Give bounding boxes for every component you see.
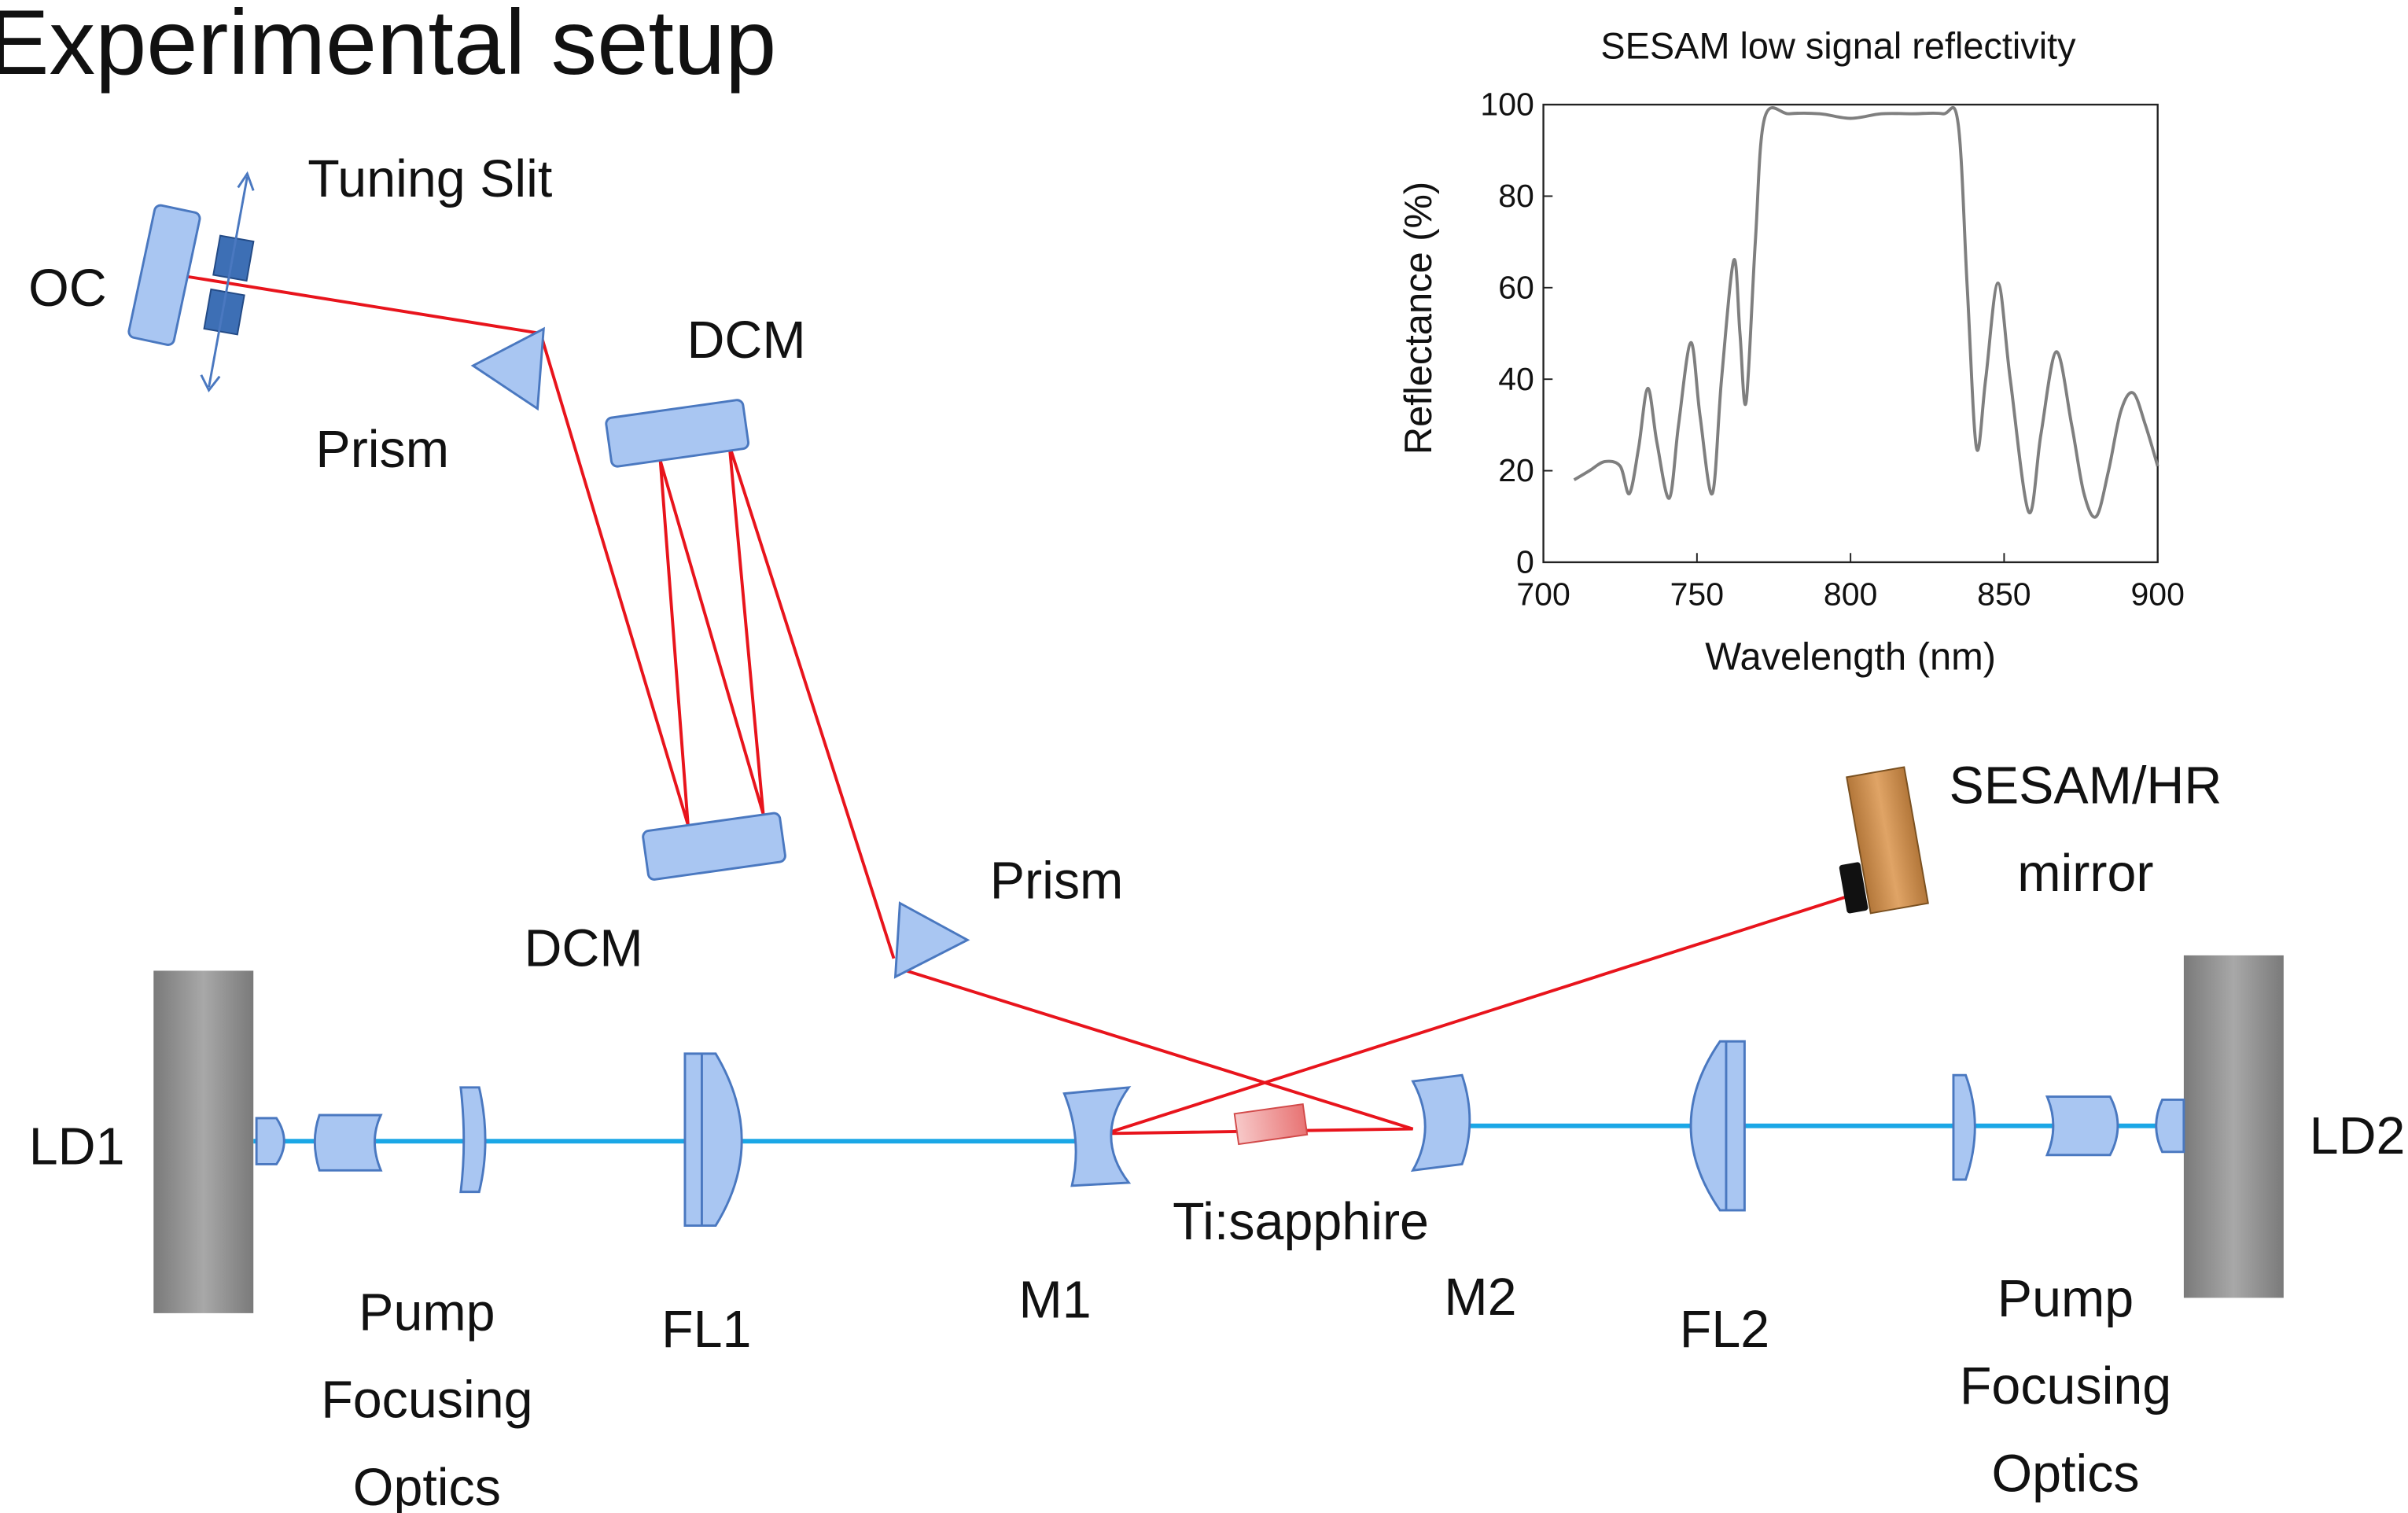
y-tick-label: 60 <box>1498 269 1534 305</box>
label: mirror <box>2017 845 2153 903</box>
label: Tuning Slit <box>307 150 552 208</box>
y-tick-label: 0 <box>1516 544 1534 580</box>
x-tick-label: 900 <box>2130 576 2184 613</box>
label: Focusing <box>321 1371 532 1430</box>
label: Focusing <box>1960 1357 2171 1415</box>
x-tick-label: 800 <box>1824 576 1877 613</box>
label: DCM <box>687 311 805 370</box>
title: Experimental setup <box>0 0 776 94</box>
label: Prism <box>315 421 449 479</box>
x-tick-label: 850 <box>1977 576 2031 613</box>
labels: Tuning Slit OC Prism DCM DCM Prism SESAM/HR mir… <box>28 150 2405 1513</box>
y-tick-label: 80 <box>1498 178 1534 214</box>
label: OC <box>28 260 107 318</box>
plot-frame <box>1542 103 2159 564</box>
label: Optics <box>353 1459 501 1513</box>
label: DCM <box>524 920 643 978</box>
label: Pump <box>1997 1270 2134 1328</box>
inset-chart: SESAM low signal reflectivity Wavelength … <box>1397 25 2185 678</box>
x-tick-label: 750 <box>1670 576 1724 613</box>
pump-beam <box>253 1123 2184 1144</box>
x-tick-label: 700 <box>1516 576 1570 613</box>
label: Pump <box>359 1283 495 1342</box>
y-tick-label: 20 <box>1498 452 1534 488</box>
label: LD1 <box>29 1117 125 1176</box>
label: FL1 <box>661 1301 751 1359</box>
y-tick-label: 40 <box>1498 361 1534 397</box>
label: Prism <box>990 852 1124 911</box>
x-axis-label: Wavelength (nm) <box>1705 636 1996 679</box>
label: M2 <box>1444 1268 1516 1327</box>
label: Optics <box>1991 1445 2139 1503</box>
label: FL2 <box>1680 1301 1769 1359</box>
y-tick-label: 100 <box>1480 87 1534 123</box>
laser-beam <box>186 274 1851 1136</box>
label: M1 <box>1018 1272 1091 1330</box>
label: SESAM/HR <box>1950 757 2222 815</box>
reflectance-curve <box>1573 105 2159 519</box>
chart-title: SESAM low signal reflectivity <box>1600 25 2076 66</box>
label: Ti:sapphire <box>1173 1193 1429 1251</box>
components <box>127 171 2284 1313</box>
label: LD2 <box>2310 1107 2406 1165</box>
y-axis-label: Reflectance (%) <box>1397 182 1440 455</box>
